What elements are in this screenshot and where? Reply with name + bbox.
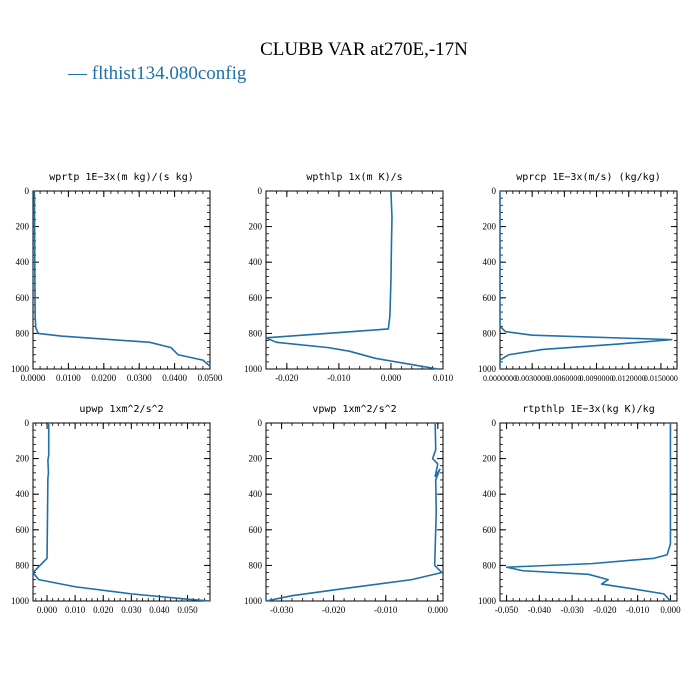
plot-frame bbox=[32, 190, 211, 370]
x-tick-label: 0.020 bbox=[93, 605, 114, 615]
x-tick-label: 0.0200 bbox=[91, 373, 116, 383]
y-tick-label: 600 bbox=[249, 525, 263, 535]
panel-title: vpwp 1xm^2/s^2 bbox=[312, 404, 396, 415]
y-tick-label: 0 bbox=[25, 418, 30, 428]
x-tick-label: 0.030 bbox=[121, 605, 142, 615]
y-tick-label: 200 bbox=[483, 454, 497, 464]
series-line bbox=[32, 423, 211, 602]
x-tick-label: -0.040 bbox=[528, 605, 552, 615]
x-tick-label: -0.010 bbox=[374, 605, 398, 615]
y-tick-label: 400 bbox=[16, 257, 30, 267]
y-tick-label: 600 bbox=[249, 293, 263, 303]
y-tick-label: 800 bbox=[483, 328, 497, 338]
x-tick-label: 0.0090000 bbox=[580, 374, 614, 383]
y-tick-label: 600 bbox=[483, 293, 497, 303]
x-tick-label: -0.030 bbox=[270, 605, 294, 615]
plot-frame bbox=[499, 190, 678, 370]
x-tick-label: -0.030 bbox=[560, 605, 584, 615]
series-line bbox=[505, 423, 672, 602]
x-tick-label: -0.010 bbox=[626, 605, 650, 615]
x-tick-label: -0.020 bbox=[593, 605, 617, 615]
panel-1: wprtp 1E−3x(m kg)/(s kg) 0.0000 0.0100 0.02… bbox=[11, 172, 223, 383]
panel-3: wprcp 1E−3x(m/s) (kg/kg) 0.00000000.00300… bbox=[478, 172, 678, 383]
y-tick-label: 200 bbox=[483, 222, 497, 232]
y-tick-label: 800 bbox=[16, 328, 30, 338]
y-tick-label: 1000 bbox=[244, 596, 263, 606]
y-tick-label: 400 bbox=[249, 489, 263, 499]
legend-entry: — flthist134.080config bbox=[67, 63, 247, 84]
x-tick-label: 0.000 bbox=[428, 605, 449, 615]
y-tick-label: 1000 bbox=[244, 364, 263, 374]
y-tick-label: 1000 bbox=[11, 596, 30, 606]
y-tick-label: 600 bbox=[483, 525, 497, 535]
x-tick-label: -0.010 bbox=[327, 373, 351, 383]
x-tick-label: -0.050 bbox=[495, 605, 519, 615]
x-tick-label: 0.0400 bbox=[162, 373, 187, 383]
y-tick-label: 800 bbox=[16, 560, 30, 570]
panel-6: rtpthlp 1E−3x(kg K)/kg -0.050 -0.040 -0.030… bbox=[478, 404, 681, 615]
x-tick-label: 0.0000 bbox=[21, 373, 46, 383]
y-tick-label: 800 bbox=[483, 560, 497, 570]
y-tick-label: 1000 bbox=[478, 364, 497, 374]
y-tick-label: 400 bbox=[483, 257, 497, 267]
y-tick-label: 600 bbox=[16, 293, 30, 303]
x-tick-label: 0.040 bbox=[149, 605, 170, 615]
series-line bbox=[499, 191, 673, 369]
panels-group: wprtp 1E−3x(m kg)/(s kg)0.0000 0.0100 0.02… bbox=[11, 172, 681, 615]
y-tick-label: 800 bbox=[249, 560, 263, 570]
x-tick-label: 0.0150000 bbox=[644, 374, 678, 383]
x-tick-label: 0.0500 bbox=[198, 373, 223, 383]
panel-title: upwp 1xm^2/s^2 bbox=[79, 404, 163, 415]
x-tick-label: 0.000 bbox=[381, 373, 402, 383]
panel-2: wpthlp 1x(m K)/s -0.020 -0.010 0.000 0.010 0 2… bbox=[244, 172, 454, 383]
x-tick-label: 0.050 bbox=[177, 605, 198, 615]
y-tick-label: 0 bbox=[258, 418, 263, 428]
x-tick-label: 0.010 bbox=[433, 373, 454, 383]
y-tick-label: 400 bbox=[16, 489, 30, 499]
y-tick-label: 400 bbox=[483, 489, 497, 499]
series-line bbox=[265, 422, 443, 602]
plot-frame bbox=[32, 422, 211, 602]
x-tick-label: 0.0100 bbox=[56, 373, 81, 383]
figure-title: CLUBB VAR at270E,-17N bbox=[260, 39, 468, 60]
x-tick-label: 0.0000000 bbox=[483, 374, 517, 383]
y-tick-label: 200 bbox=[16, 222, 30, 232]
panel-5: vpwp 1xm^2/s^2 -0.030 -0.020 -0.010 0.000 0 20… bbox=[244, 404, 448, 615]
x-tick-label: 0.000 bbox=[660, 605, 681, 615]
y-tick-label: 200 bbox=[249, 222, 263, 232]
y-tick-label: 0 bbox=[492, 418, 497, 428]
panel-title: wpthlp 1x(m K)/s bbox=[306, 172, 402, 183]
panel-title: rtpthlp 1E−3x(kg K)/kg bbox=[522, 404, 654, 415]
plot-frame bbox=[265, 422, 444, 602]
x-tick-label: -0.020 bbox=[275, 373, 299, 383]
plot-frame bbox=[499, 422, 678, 602]
y-tick-label: 0 bbox=[25, 186, 30, 196]
panel-4: upwp 1xm^2/s^2 0.000 0.010 0.020 0.030 0.040 0… bbox=[11, 404, 211, 615]
y-tick-label: 200 bbox=[249, 454, 263, 464]
y-tick-label: 200 bbox=[16, 454, 30, 464]
y-tick-label: 0 bbox=[492, 186, 497, 196]
x-tick-label: 0.0060000 bbox=[547, 374, 581, 383]
y-tick-label: 400 bbox=[249, 257, 263, 267]
y-tick-label: 0 bbox=[258, 186, 263, 196]
y-tick-label: 1000 bbox=[478, 596, 497, 606]
y-tick-label: 1000 bbox=[11, 364, 30, 374]
x-tick-label: 0.0300 bbox=[127, 373, 152, 383]
panel-title: wprcp 1E−3x(m/s) (kg/kg) bbox=[516, 172, 661, 183]
x-tick-label: 0.010 bbox=[65, 605, 86, 615]
x-tick-label: 0.0120000 bbox=[612, 374, 646, 383]
x-tick-label: -0.020 bbox=[322, 605, 346, 615]
y-tick-label: 800 bbox=[249, 328, 263, 338]
x-tick-label: 0.000 bbox=[37, 605, 58, 615]
x-tick-label: 0.0030000 bbox=[515, 374, 549, 383]
series-line bbox=[33, 190, 211, 367]
plot-frame bbox=[265, 190, 444, 370]
panel-title: wprtp 1E−3x(m kg)/(s kg) bbox=[49, 172, 194, 183]
y-tick-label: 600 bbox=[16, 525, 30, 535]
series-line bbox=[265, 190, 438, 370]
